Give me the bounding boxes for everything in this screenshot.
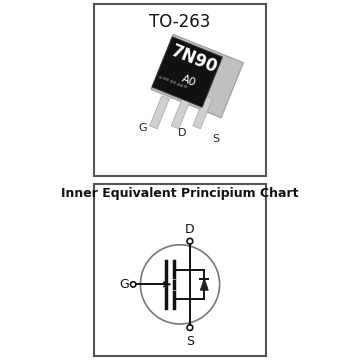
Text: A0: A0 [180,74,198,88]
Polygon shape [152,37,222,107]
Text: G: G [138,123,147,133]
Text: Inner Equivalent Principium Chart: Inner Equivalent Principium Chart [61,187,299,200]
Polygon shape [193,96,212,129]
Polygon shape [200,279,208,290]
Text: TO-263: TO-263 [149,13,211,31]
Text: 7N90: 7N90 [168,42,220,77]
Text: D: D [177,128,186,138]
Polygon shape [151,34,243,118]
Polygon shape [150,96,169,129]
Polygon shape [171,96,191,129]
Text: S: S [186,335,194,348]
Text: D: D [185,223,195,236]
Text: S: S [212,134,220,144]
Text: G: G [119,278,129,291]
